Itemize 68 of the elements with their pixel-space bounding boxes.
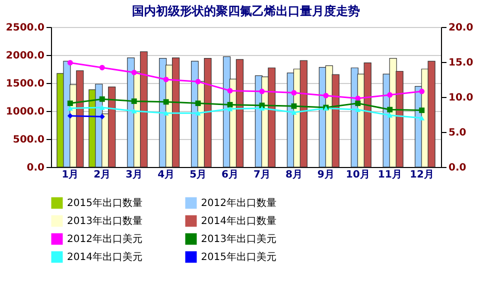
x-tick-label: 10月 — [346, 170, 370, 180]
y-tick-label: 1500.0 — [6, 78, 45, 90]
y2-tick-label: 0.0 — [448, 162, 466, 174]
point — [67, 106, 73, 111]
x-tick-label: 4月 — [158, 170, 175, 180]
point — [99, 114, 105, 120]
x-tick-label: 11月 — [378, 170, 402, 180]
legend-label: 2013年出口数量 — [67, 215, 142, 227]
point — [387, 106, 393, 112]
y-tick-label: 2500.0 — [6, 22, 45, 34]
point — [131, 70, 137, 76]
point — [323, 92, 329, 98]
point — [195, 110, 201, 116]
point — [419, 116, 425, 120]
x-tick-label: 9月 — [317, 170, 334, 180]
point — [67, 60, 73, 66]
legend-label: 2015年出口美元 — [201, 251, 276, 263]
point — [163, 110, 169, 116]
y2-tick-label: 5.0 — [448, 128, 466, 138]
point — [163, 99, 169, 105]
point — [227, 88, 233, 94]
x-tick-label: 6月 — [222, 170, 238, 180]
y-tick-label: 500.0 — [12, 134, 45, 146]
x-tick-label: 8月 — [285, 170, 302, 180]
point — [387, 112, 393, 118]
y-tick-label: 1000.0 — [6, 106, 45, 118]
legend-label: 2013年出口美元 — [201, 233, 276, 245]
point — [99, 105, 105, 110]
x-tick-label: 1月 — [62, 170, 79, 180]
x-tick-label: 12月 — [410, 170, 434, 180]
point — [99, 64, 105, 70]
point — [259, 106, 265, 111]
point — [355, 96, 361, 102]
y-tick-label: 2000.0 — [6, 50, 45, 62]
y2-tick-label: 10.0 — [448, 92, 474, 104]
point — [355, 100, 361, 106]
point — [131, 108, 137, 114]
chart-title: 国内初级形状的聚四氟乙烯出口量月度走势 — [132, 4, 360, 18]
point — [419, 88, 425, 94]
y2-tick-label: 20.0 — [448, 22, 474, 34]
x-tick-label: 3月 — [126, 170, 143, 180]
point — [131, 98, 137, 104]
point — [195, 78, 201, 84]
legend-label: 2014年出口数量 — [201, 215, 276, 227]
legend-label: 2012年出口美元 — [67, 233, 142, 245]
point — [99, 96, 105, 102]
point — [67, 113, 73, 119]
y-tick-label: 0.0 — [26, 162, 45, 174]
point — [259, 102, 265, 108]
point — [259, 88, 265, 94]
x-tick-label: 7月 — [254, 170, 270, 180]
point — [387, 92, 393, 98]
point — [67, 100, 73, 106]
legend-label: 2014年出口美元 — [67, 251, 142, 263]
point — [291, 110, 297, 115]
point — [163, 76, 169, 82]
point — [291, 103, 297, 109]
x-tick-label: 5月 — [190, 170, 207, 180]
point — [227, 106, 233, 112]
x-tick-label: 2月 — [94, 170, 111, 180]
point — [291, 90, 297, 96]
point — [227, 102, 233, 108]
legend-label: 2012年出口数量 — [201, 197, 276, 209]
y2-tick-label: 15.0 — [448, 58, 474, 68]
point — [195, 100, 201, 106]
point — [419, 108, 425, 114]
point — [355, 107, 361, 112]
legend-label: 2015年出口数量 — [67, 197, 142, 209]
